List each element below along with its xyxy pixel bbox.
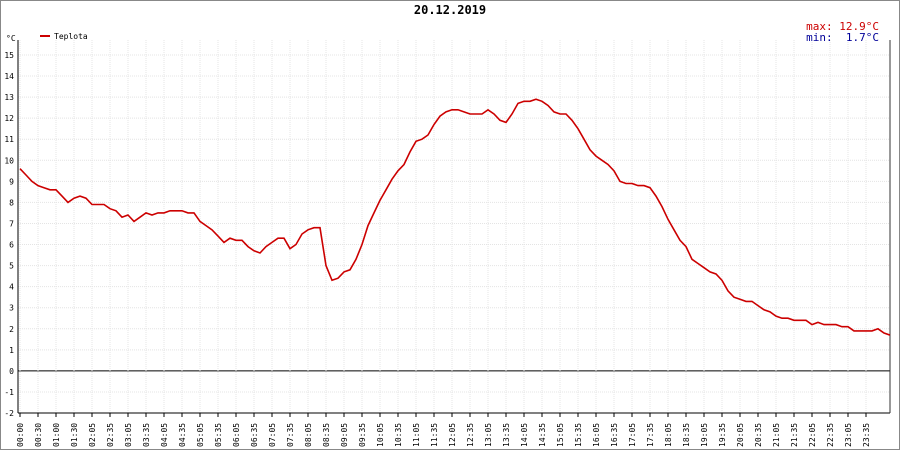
x-tick-label: 02:05	[88, 423, 97, 447]
x-tick-label: 10:05	[376, 423, 385, 447]
x-tick-label: 00:30	[34, 423, 43, 447]
y-tick-label: 11	[4, 135, 14, 144]
x-tick-label: 03:05	[124, 423, 133, 447]
x-tick-label: 01:00	[52, 423, 61, 447]
x-tick-label: 08:05	[304, 423, 313, 447]
x-tick-label: 06:35	[250, 423, 259, 447]
x-tick-label: 04:05	[160, 423, 169, 447]
y-tick-label: 1	[9, 346, 14, 355]
x-tick-label: 16:35	[610, 423, 619, 447]
x-tick-label: 02:35	[106, 423, 115, 447]
x-tick-label: 21:05	[772, 423, 781, 447]
y-tick-label: 6	[9, 241, 14, 250]
x-tick-label: 03:35	[142, 423, 151, 447]
x-tick-label: 22:35	[826, 423, 835, 447]
x-tick-label: 10:35	[394, 423, 403, 447]
y-tick-label: 13	[4, 93, 14, 102]
x-tick-label: 23:05	[844, 423, 853, 447]
x-tick-label: 14:35	[538, 423, 547, 447]
y-tick-label: 7	[9, 219, 14, 228]
y-tick-label: 12	[4, 114, 14, 123]
data-line	[19, 98, 891, 336]
x-tick-label: 14:05	[520, 423, 529, 447]
x-tick-label: 13:05	[484, 423, 493, 447]
x-tick-label: 19:05	[700, 423, 709, 447]
x-tick-label: 20:05	[736, 423, 745, 447]
x-tick-label: 04:35	[178, 423, 187, 447]
x-tick-label: 06:05	[232, 423, 241, 447]
x-tick-label: 15:05	[556, 423, 565, 447]
x-tick-label: 11:05	[412, 423, 421, 447]
y-tick-label: 10	[4, 156, 14, 165]
x-tick-label: 07:35	[286, 423, 295, 447]
y-tick-label: -1	[4, 388, 14, 397]
y-tick-label: 0	[9, 367, 14, 376]
x-tick-label: 21:35	[790, 423, 799, 447]
x-tick-label: 13:35	[502, 423, 511, 447]
y-tick-label: -2	[4, 409, 14, 418]
x-tick-label: 16:05	[592, 423, 601, 447]
x-tick-label: 15:35	[574, 423, 583, 447]
y-tick-label: 8	[9, 198, 14, 207]
y-unit: °C	[6, 34, 16, 43]
x-tick-label: 17:35	[646, 423, 655, 447]
y-tick-label: 9	[9, 177, 14, 186]
x-tick-label: 05:05	[196, 423, 205, 447]
x-tick-label: 17:05	[628, 423, 637, 447]
chart-title: 20.12.2019	[414, 3, 486, 17]
y-tick-label: 15	[4, 51, 14, 60]
x-tick-label: 18:35	[682, 423, 691, 447]
y-tick-label: 3	[9, 304, 14, 313]
y-tick-label: 2	[9, 325, 14, 334]
x-tick-label: 12:05	[448, 423, 457, 447]
x-tick-label: 08:35	[322, 423, 331, 447]
y-tick-label: 4	[9, 283, 14, 292]
x-tick-label: 00:00	[16, 423, 25, 447]
x-tick-label: 23:35	[862, 423, 871, 447]
legend-label: Teplota	[54, 32, 88, 41]
x-tick-label: 05:35	[214, 423, 223, 447]
y-tick-label: 5	[9, 262, 14, 271]
x-tick-label: 07:05	[268, 423, 277, 447]
x-tick-label: 09:05	[340, 423, 349, 447]
y-tick-label: 14	[4, 72, 14, 81]
annotation: min: 1.7°C	[806, 31, 879, 44]
x-tick-label: 09:35	[358, 423, 367, 447]
x-tick-label: 22:05	[808, 423, 817, 447]
x-tick-label: 20:35	[754, 423, 763, 447]
x-tick-label: 12:35	[466, 423, 475, 447]
annotation: max: 12.9°C	[806, 20, 879, 33]
x-tick-label: 11:35	[430, 423, 439, 447]
x-tick-label: 19:35	[718, 423, 727, 447]
x-tick-label: 01:30	[70, 423, 79, 447]
x-tick-label: 18:05	[664, 423, 673, 447]
